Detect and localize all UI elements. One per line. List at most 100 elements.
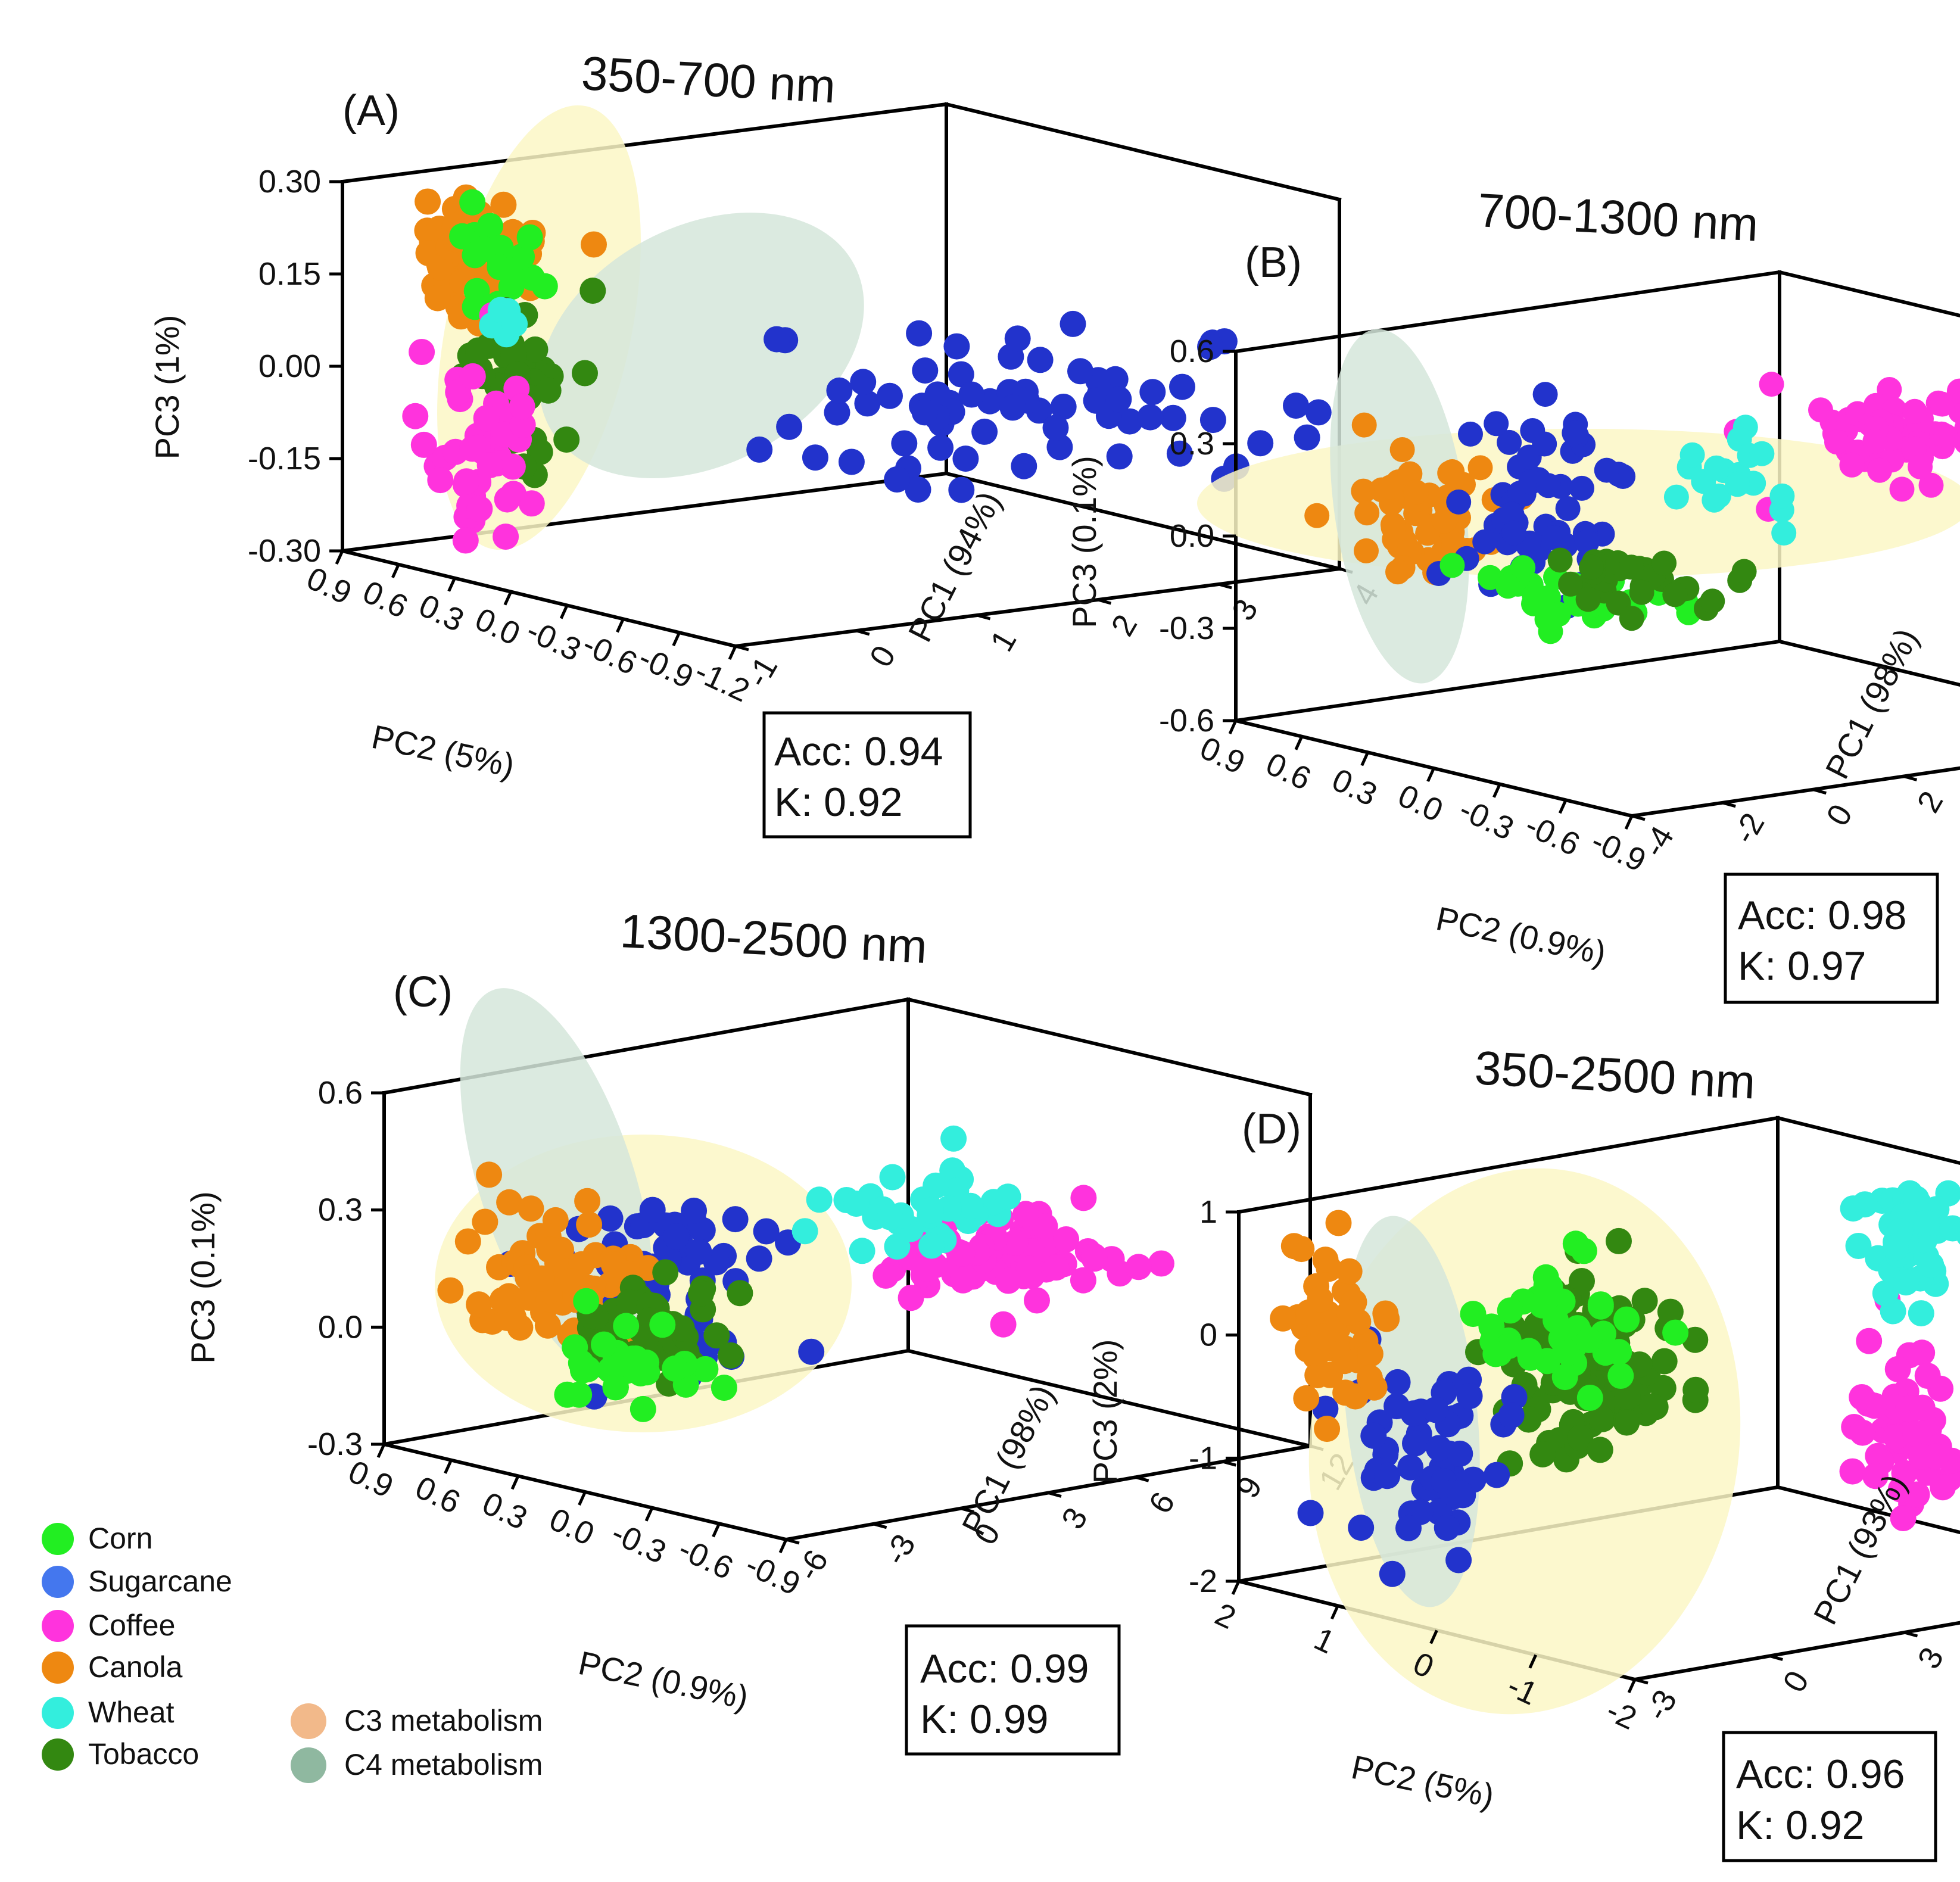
panel-a-point-sugarcane bbox=[905, 476, 931, 503]
panel-c-point-corn bbox=[569, 1357, 596, 1384]
panel-a-point-coffee bbox=[509, 393, 535, 420]
panel-a-frame-edge bbox=[944, 471, 1342, 571]
panel-b-x-tick-mark bbox=[1360, 752, 1369, 766]
panel-a-x-tick-mark bbox=[672, 632, 681, 647]
panel-c-point-wheat bbox=[877, 1204, 903, 1230]
panel-b-point-wheat bbox=[1771, 521, 1797, 546]
panel-d-frame-edge bbox=[1775, 1116, 1960, 1166]
panel-b-point-wheat bbox=[1679, 442, 1705, 468]
panel-d-point-tobacco bbox=[1651, 1348, 1678, 1375]
panel-c-point-corn bbox=[554, 1381, 581, 1408]
panel-b-point-sugarcane bbox=[1574, 529, 1600, 555]
panel-b-frame-edge bbox=[1777, 270, 1960, 317]
panel-b-x-tick-mark bbox=[1558, 799, 1568, 814]
panel-a-point-sugarcane bbox=[802, 444, 828, 471]
panel-d-zlabel: PC3 (2%) bbox=[1086, 1339, 1124, 1484]
panel-b-y-tick-label: 0 bbox=[1819, 799, 1859, 832]
panel-a-point-sugarcane bbox=[911, 399, 938, 426]
panel-c-z-tick-label: 0.6 bbox=[318, 1075, 363, 1111]
panel-d-point-coffee bbox=[1839, 1458, 1866, 1485]
panel-a-y-tick-label: 3 bbox=[1225, 593, 1265, 627]
panel-c-point-canola bbox=[489, 1287, 516, 1314]
panel-d-point-tobacco bbox=[1569, 1268, 1595, 1294]
panel-a-point-coffee bbox=[499, 453, 526, 480]
panel-c-point-sugarcane bbox=[689, 1217, 716, 1244]
panel-d-point-sugarcane bbox=[1348, 1515, 1375, 1541]
panel-a-point-sugarcane bbox=[746, 436, 773, 463]
panel-c-y-tick-mark bbox=[1048, 1491, 1062, 1498]
panel-b-point-canola bbox=[1467, 455, 1493, 481]
panel-b-point-tobacco bbox=[1629, 579, 1654, 605]
panel-a-point-sugarcane bbox=[1105, 386, 1132, 413]
panel-a-point-sugarcane bbox=[826, 377, 853, 404]
panel-a-point-sugarcane bbox=[854, 390, 881, 417]
panel-a-point-sugarcane bbox=[906, 320, 933, 347]
panel-a-point-sugarcane bbox=[1139, 379, 1166, 406]
panel-a-x-tick-label: -1.2 bbox=[690, 653, 755, 709]
panel-b-point-coffee bbox=[1953, 431, 1960, 453]
panel-d-point-corn bbox=[1516, 1338, 1543, 1364]
panel-a-z-tick-label: 0.00 bbox=[258, 348, 321, 384]
panel-d-x-tick-mark bbox=[1429, 1629, 1438, 1644]
panel-b-point-tobacco bbox=[1547, 547, 1573, 573]
panel-b-point-canola bbox=[1385, 559, 1410, 585]
legend-label-c4: C4 metabolism bbox=[344, 1748, 543, 1781]
panel-b-point-canola bbox=[1351, 412, 1377, 438]
panel-a-y-tick-mark bbox=[1097, 598, 1112, 605]
panel-a-y-tick-label: 1 bbox=[984, 624, 1024, 658]
panel-c-kappa: K: 0.99 bbox=[920, 1697, 1049, 1742]
legend-swatch-canola bbox=[42, 1652, 74, 1684]
panel-d-point-wheat bbox=[1893, 1269, 1920, 1296]
panel-c-point-coffee bbox=[1053, 1226, 1080, 1252]
panel-c-point-tobacco bbox=[718, 1342, 744, 1369]
panel-a-point-corn bbox=[516, 224, 543, 251]
panel-c-x-tick-label: 0.0 bbox=[544, 1501, 599, 1553]
panel-a-x-tick-label: 0.3 bbox=[413, 587, 469, 638]
panel-d-point-coffee bbox=[1903, 1481, 1930, 1508]
panel-c-point-coffee bbox=[1015, 1255, 1042, 1282]
panel-b-point-coffee bbox=[1908, 454, 1933, 479]
panel-a-point-coffee bbox=[427, 467, 454, 494]
panel-d-point-sugarcane bbox=[1445, 1547, 1472, 1573]
panel-a-point-sugarcane bbox=[1160, 404, 1186, 431]
panel-d-point-tobacco bbox=[1614, 1383, 1641, 1410]
panel-b-point-corn bbox=[1495, 574, 1520, 599]
panel-a-frame-edge bbox=[340, 549, 738, 649]
panel-d-point-wheat bbox=[1918, 1252, 1945, 1278]
panel-a-z-tick-label: 0.15 bbox=[258, 256, 321, 292]
panel-c-x-tick-label: -0.6 bbox=[673, 1531, 738, 1587]
panel-d-z-tick-label: 1 bbox=[1199, 1194, 1217, 1230]
panel-c-point-canola bbox=[466, 1291, 493, 1318]
panel-a-point-corn bbox=[462, 242, 488, 269]
panel-c-point-coffee bbox=[1148, 1250, 1174, 1277]
panel-d-point-corn bbox=[1571, 1238, 1597, 1264]
panel-d-point-sugarcane bbox=[1384, 1369, 1411, 1395]
panel-c-point-coffee bbox=[1024, 1287, 1050, 1314]
panel-b-point-coffee bbox=[1759, 372, 1784, 397]
panel-d-point-coffee bbox=[1909, 1394, 1936, 1421]
panel-a-point-coffee bbox=[509, 412, 536, 438]
panel-c-point-coffee bbox=[1125, 1254, 1152, 1280]
panel-a-point-corn bbox=[476, 213, 503, 239]
legend-swatch-c4 bbox=[291, 1747, 326, 1783]
panel-c-point-canola bbox=[496, 1189, 523, 1216]
legend-swatch-wheat bbox=[42, 1697, 74, 1729]
panel-c-point-corn bbox=[591, 1331, 617, 1358]
panel-d-y-tick-mark bbox=[1634, 1678, 1649, 1685]
panel-a-y-tick-label: 2 bbox=[1104, 609, 1144, 642]
panel-b-kappa: K: 0.97 bbox=[1738, 943, 1866, 989]
panel-d-point-wheat bbox=[1939, 1215, 1960, 1242]
panel-d-point-coffee bbox=[1883, 1423, 1909, 1450]
panel-c-x-tick-label: -0.3 bbox=[606, 1515, 672, 1571]
panel-b-x-tick-label: 0.6 bbox=[1261, 746, 1316, 797]
panel-d-point-sugarcane bbox=[1374, 1463, 1401, 1490]
panel-d: 210-1-2-3036910-1-2 (D) 350-2500 nm PC3 … bbox=[1086, 1041, 1960, 1862]
legend-swatch-sugarcane bbox=[42, 1566, 74, 1598]
legend-label-sugarcane: Sugarcane bbox=[88, 1565, 232, 1598]
panel-d-y-tick-label: 3 bbox=[1911, 1641, 1950, 1675]
panel-a-xlabel: PC2 (5%) bbox=[369, 718, 518, 784]
panel-b-point-sugarcane bbox=[1497, 429, 1522, 455]
panel-a-point-wheat bbox=[501, 310, 528, 337]
panel-a-frame-edge bbox=[340, 102, 949, 184]
